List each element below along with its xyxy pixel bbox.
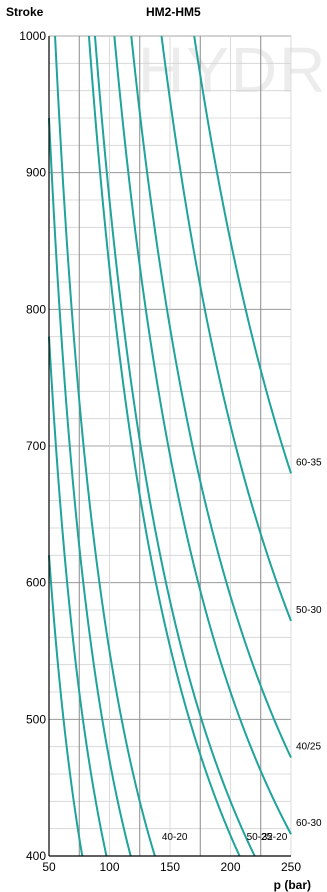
series-label: 60-35 <box>296 457 322 468</box>
y-tick-label: 400 <box>26 849 46 863</box>
y-tick-label: 800 <box>26 302 46 316</box>
y-axis-title: Stroke <box>6 5 44 19</box>
x-tick-label: 250 <box>281 860 301 874</box>
y-tick-label: 500 <box>26 712 46 726</box>
series-label: 50-30 <box>296 605 322 616</box>
y-tick-label: 1000 <box>19 29 46 43</box>
series-label: 40-20 <box>162 832 188 843</box>
labels: 60-3550-3040/2560-3032-2050-2540-2040050… <box>19 29 322 874</box>
series-line-40-20 <box>54 35 156 857</box>
axes <box>48 36 291 857</box>
series-line-50-25 <box>87 35 241 857</box>
series-label: 32-20 <box>262 832 288 843</box>
series-line <box>48 336 108 857</box>
series-label: 50-25 <box>247 832 273 843</box>
series-line <box>48 555 84 857</box>
y-tick-label: 600 <box>26 576 46 590</box>
x-axis-title: p (bar) <box>274 878 311 892</box>
series-label: 60-30 <box>296 818 322 829</box>
series-line <box>48 117 132 857</box>
series-line-60-30 <box>113 35 292 835</box>
y-tick-label: 700 <box>26 439 46 453</box>
y-tick-label: 900 <box>26 166 46 180</box>
series-line-32-20 <box>93 35 256 857</box>
x-tick-label: 50 <box>42 860 56 874</box>
x-tick-label: 100 <box>99 860 119 874</box>
x-tick-label: 200 <box>220 860 240 874</box>
series-line-60-35 <box>193 35 292 474</box>
curves <box>48 35 292 857</box>
series-line-40/25 <box>130 35 292 759</box>
x-tick-label: 150 <box>160 860 180 874</box>
series-line-50-30 <box>160 35 292 622</box>
chart-title: HM2-HM5 <box>146 5 201 19</box>
series-label: 40/25 <box>296 742 321 753</box>
